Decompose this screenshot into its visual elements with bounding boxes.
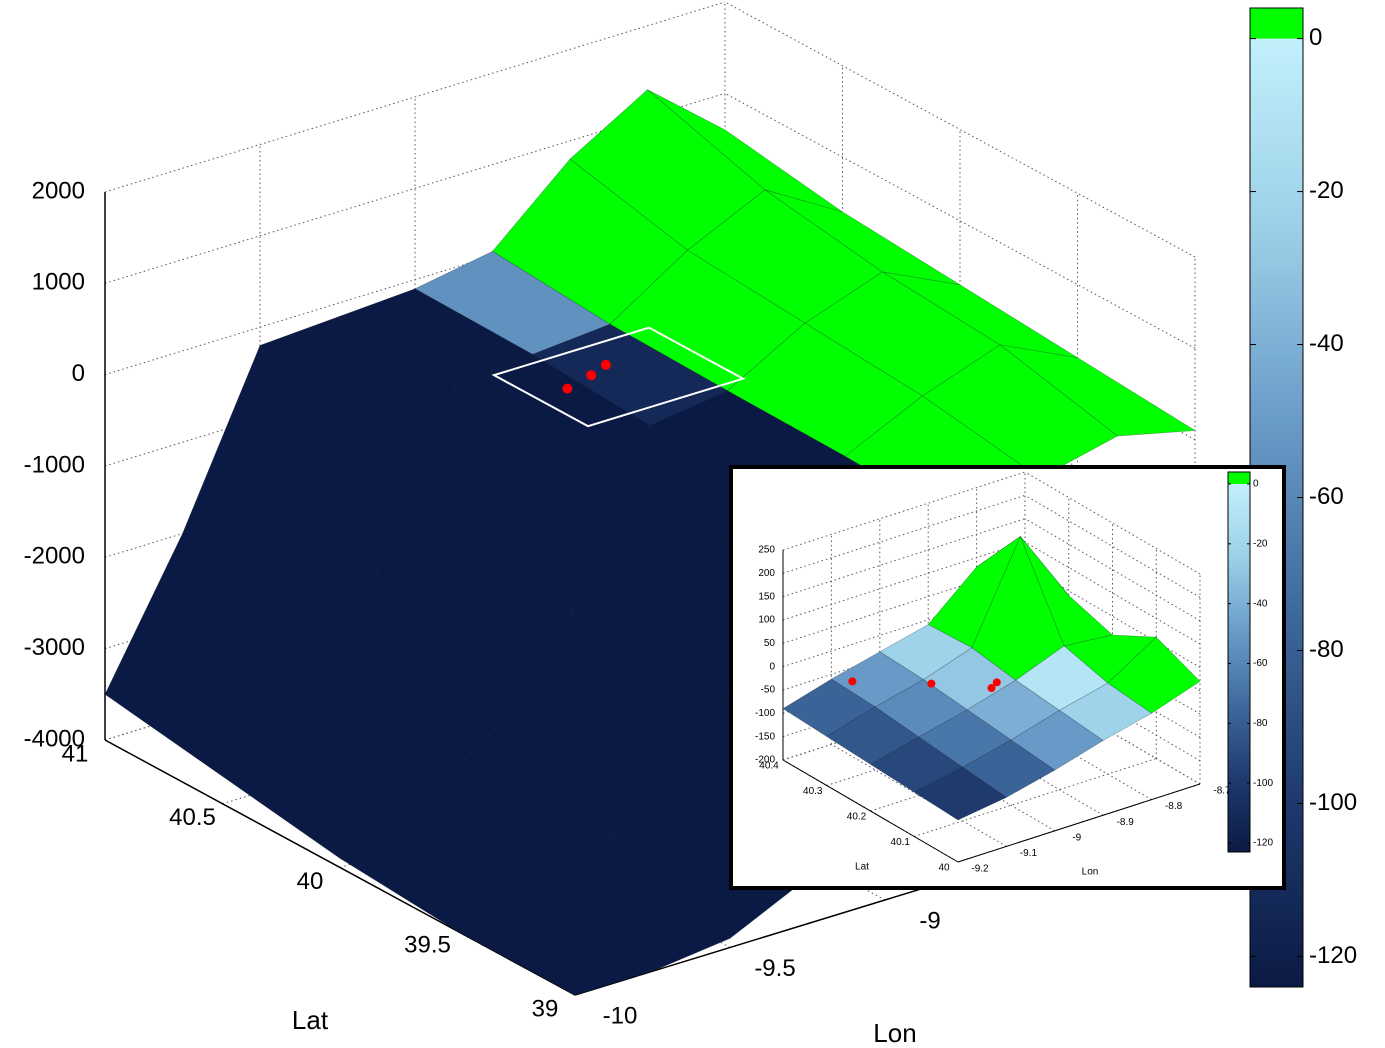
surface-cell (782, 678, 876, 737)
colorbar-tick-label: -100 (1309, 789, 1357, 816)
z-tick-label: 250 (758, 545, 775, 556)
point (562, 383, 573, 394)
z-tick-label: -200 (755, 755, 775, 766)
surface-cell (222, 688, 418, 859)
y-tick-label: 39 (532, 995, 559, 1022)
x-axis-label: Lon (873, 1018, 916, 1048)
surface-cell (456, 888, 654, 996)
z-tick-label: -50 (761, 685, 776, 696)
z-tick-label: 50 (764, 638, 776, 649)
z-tick-label: 150 (758, 591, 775, 602)
surface-cell (962, 739, 1056, 798)
y-tick-label: 40.2 (847, 812, 867, 823)
grid-line (782, 471, 1026, 551)
z-tick-label: 2000 (32, 177, 85, 204)
x-tick-label: -9.5 (754, 955, 795, 982)
surface-cell (918, 709, 1012, 768)
surface-cell (534, 837, 731, 972)
colorbar-tick-label: -20 (1309, 177, 1344, 204)
z-tick-label: 0 (769, 661, 775, 672)
colorbar-frame (1227, 471, 1251, 853)
z-tick-label: 100 (758, 615, 775, 626)
colorbar-tick-label: -40 (1253, 598, 1268, 609)
grid-line (724, 1, 1196, 258)
x-tick-label: -8.9 (1117, 817, 1135, 828)
surface-cell (830, 651, 925, 708)
z-tick-label: -100 (755, 708, 775, 719)
colorbar-tick-label: 0 (1309, 24, 1322, 51)
surface-cell (1107, 636, 1201, 714)
colorbar-tick-label: 0 (1253, 479, 1259, 490)
surface-cell (764, 189, 961, 286)
colorbar-tick-label: -20 (1253, 538, 1268, 549)
colorbar-tick-label: -100 (1253, 778, 1273, 789)
surface-cell (826, 706, 920, 765)
y-tick-label: 40.5 (169, 804, 216, 831)
x-tick-label: -8.7 (1213, 786, 1231, 797)
grid-line (782, 541, 1026, 621)
point (600, 359, 611, 370)
x-tick-label: -9.2 (971, 864, 989, 875)
y-axis-label: Lat (292, 1005, 329, 1035)
y-tick-label: 41 (62, 740, 89, 767)
surface-cell (417, 728, 613, 890)
point (987, 684, 996, 692)
colorbar-tick-label: -120 (1253, 838, 1273, 849)
x-tick-label: -9.1 (1020, 848, 1038, 859)
z-tick-label: -3000 (24, 634, 85, 661)
y-tick-label: 40.4 (759, 761, 779, 772)
y-tick-label: 40.1 (891, 837, 911, 848)
z-tick-label: 0 (72, 360, 85, 387)
x-tick-label: -9 (919, 907, 940, 934)
surface-cell (1058, 682, 1153, 741)
grid-line (724, 92, 1196, 349)
y-axis (782, 759, 959, 863)
colorbar-tick-label: -60 (1253, 658, 1268, 669)
x-axis (957, 783, 1201, 863)
z-tick-label: -2000 (24, 543, 85, 570)
colorbar-tick-label: -40 (1309, 330, 1344, 357)
z-tick-label: -1000 (24, 451, 85, 478)
surface-cell (869, 736, 964, 793)
point (586, 370, 597, 381)
colorbar-tick-label: -120 (1309, 942, 1357, 969)
z-tick-label: 200 (758, 568, 775, 579)
colorbar-tick-label: -60 (1309, 483, 1344, 510)
surface-cell (339, 806, 536, 932)
z-tick-label: -4000 (24, 725, 85, 752)
grid-line (782, 518, 1026, 598)
z-tick-label: -150 (755, 731, 775, 742)
point (848, 677, 857, 686)
surface-cell (921, 344, 1119, 479)
colorbar-ocean (1228, 483, 1250, 852)
y-axis-label: Lat (855, 862, 869, 873)
colorbar-tick-label: -80 (1253, 718, 1268, 729)
colorbar-land (1250, 8, 1303, 39)
y-tick-label: 40 (938, 863, 950, 874)
chart: -9.2 -9.1 -9 -8.9 -8.8 -8.7 40 40.1 40.2 40.3 40.4… (729, 465, 1286, 890)
y-tick-label: 40.3 (803, 786, 823, 797)
x-axis-label: Lon (1082, 867, 1099, 878)
z-tick-label: 1000 (32, 269, 85, 296)
x-tick-label: -10 (603, 1002, 638, 1029)
point (927, 679, 936, 688)
grid-line (914, 758, 1157, 837)
x-tick-label: -9 (1072, 832, 1081, 843)
grid-line (782, 494, 1026, 574)
y-axis (104, 739, 576, 996)
y-tick-label: 40 (297, 868, 324, 895)
colorbar-land (1228, 472, 1250, 484)
surface-cell (647, 89, 843, 213)
region-outline (491, 326, 746, 428)
y-tick-label: 39.5 (404, 932, 451, 959)
colorbar-tick-label: -80 (1309, 636, 1344, 663)
x-tick-label: -8.8 (1165, 801, 1183, 812)
grid-line (104, 1, 726, 193)
point (992, 678, 1001, 687)
surface-cell (913, 766, 1008, 821)
